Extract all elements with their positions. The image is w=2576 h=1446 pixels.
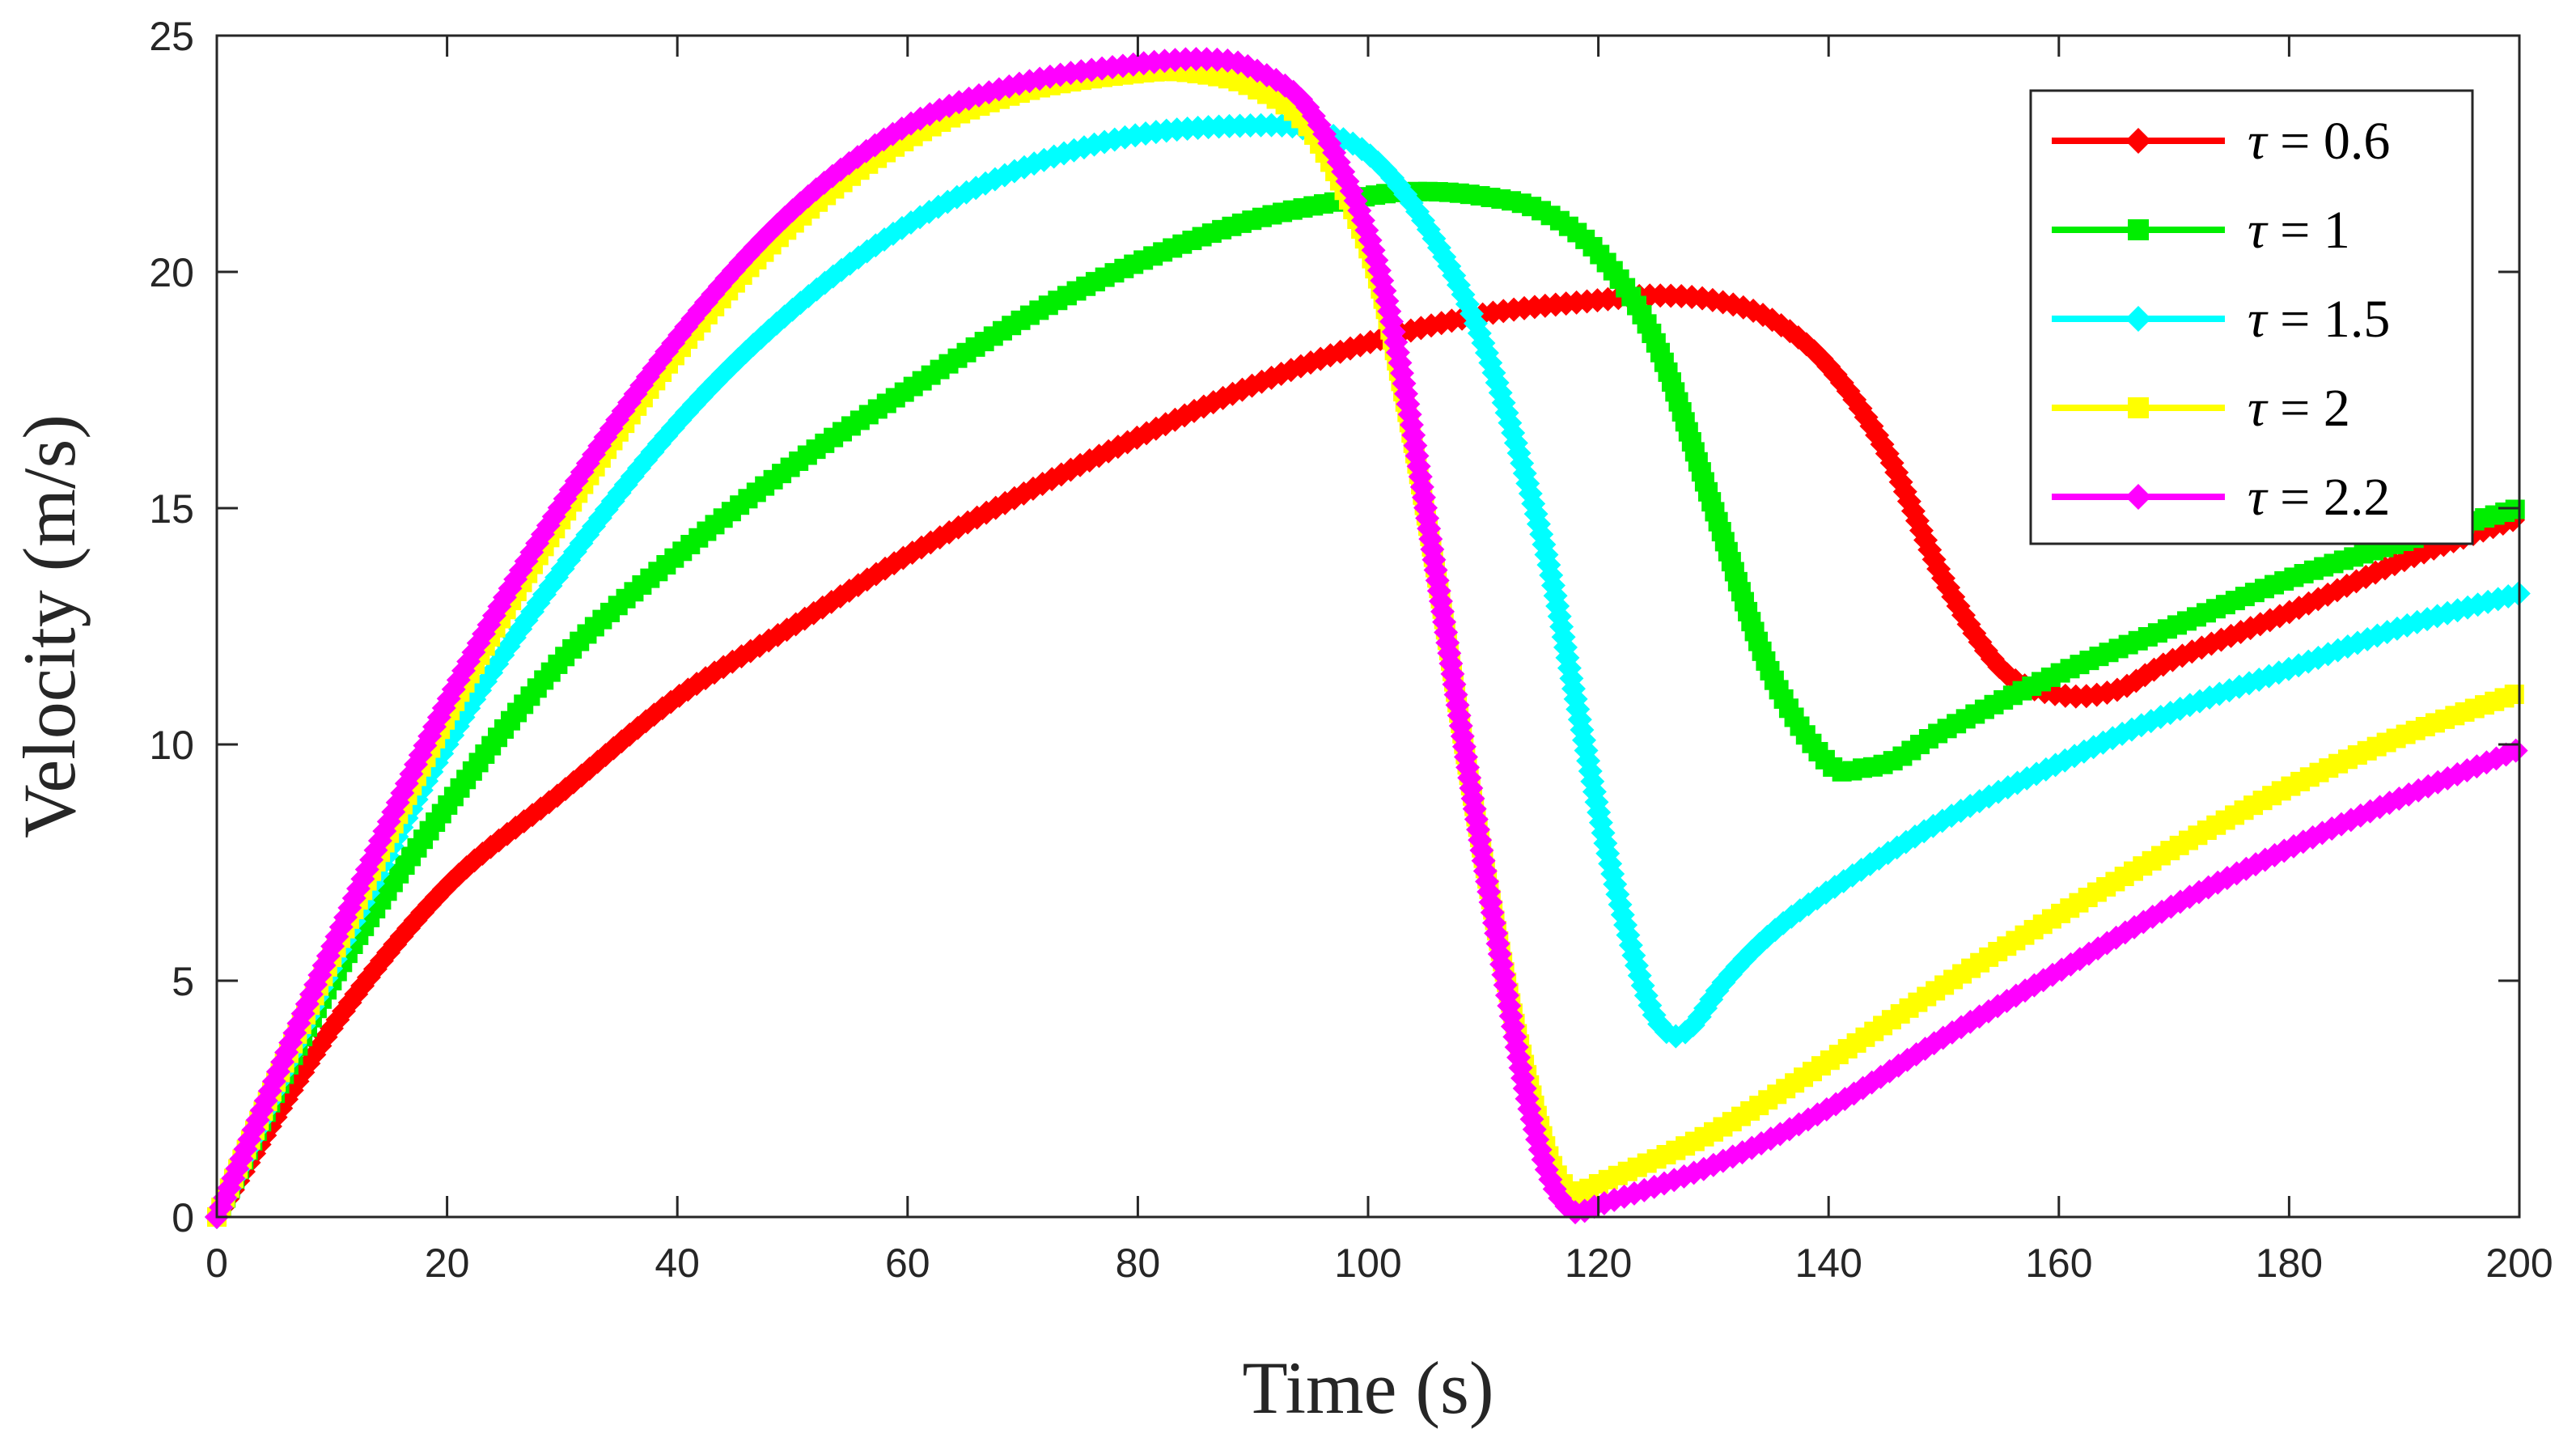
legend-item-5: τ = 2.2 xyxy=(2052,468,2390,527)
y-tick-label: 10 xyxy=(149,723,194,768)
legend-tau-symbol: τ xyxy=(2248,379,2269,438)
x-tick-label: 40 xyxy=(655,1240,700,1286)
legend-tau-symbol: τ xyxy=(2248,468,2269,527)
legend-item-2: τ = 1 xyxy=(2052,201,2350,260)
axes-layer: 0 20 40 60 80 100 120 140 160 180 200 0 5 10 15 20 25 xyxy=(149,14,2553,1286)
series-5 xyxy=(205,46,2528,1229)
series-3-marker xyxy=(667,408,693,433)
legend-marker xyxy=(2125,484,2151,510)
y-tick-label: 5 xyxy=(172,959,194,1004)
legend-marker xyxy=(2128,397,2149,418)
x-tick-label: 20 xyxy=(425,1240,470,1286)
x-tick-label: 160 xyxy=(2025,1240,2092,1286)
x-tick-label: 60 xyxy=(885,1240,930,1286)
legend-tau-value: = 1.5 xyxy=(2267,290,2391,349)
legend-tau-value: = 1 xyxy=(2267,201,2350,260)
y-axis-title: Velocity (m/s) xyxy=(8,414,91,838)
y-tick-label: 0 xyxy=(172,1195,194,1240)
legend-tau-symbol: τ xyxy=(2248,290,2269,349)
legend: τ = 0.6τ = 1τ = 1.5τ = 2τ = 2.2 xyxy=(2029,89,2474,545)
series-1-marker xyxy=(1848,396,1873,421)
y-tick-label: 20 xyxy=(149,250,194,295)
series-5-marker xyxy=(2300,825,2325,850)
x-tick-label: 180 xyxy=(2256,1240,2323,1286)
x-axis-title: Time (s) xyxy=(1243,1346,1494,1429)
series-3-marker xyxy=(804,277,829,302)
legend-tau-value: = 2 xyxy=(2267,379,2350,438)
y-tick-label: 15 xyxy=(149,486,194,532)
legend-label: τ = 2 xyxy=(2248,379,2350,438)
legend-label: τ = 1 xyxy=(2248,201,2350,260)
legend-marker xyxy=(2128,219,2149,240)
y-tick-label: 25 xyxy=(149,14,194,59)
series-4-marker xyxy=(2504,685,2524,705)
legend-item-3: τ = 1.5 xyxy=(2052,290,2390,349)
x-tick-label: 200 xyxy=(2485,1240,2553,1286)
x-tick-label: 100 xyxy=(1334,1240,1401,1286)
legend-tau-symbol: τ xyxy=(2248,201,2269,260)
x-tick-label: 140 xyxy=(1794,1240,1862,1286)
series-1-marker xyxy=(494,821,519,846)
x-tick-label: 120 xyxy=(1565,1240,1632,1286)
series-5-marker xyxy=(2310,821,2335,846)
legend-tau-value: = 0.6 xyxy=(2267,112,2391,171)
x-tick-label: 0 xyxy=(205,1240,228,1286)
series-layer xyxy=(205,46,2531,1229)
legend-label: τ = 1.5 xyxy=(2248,290,2390,349)
legend-marker xyxy=(2125,128,2151,154)
series-5-marker xyxy=(773,205,798,230)
legend-item-4: τ = 2 xyxy=(2052,379,2350,438)
legend-item-1: τ = 0.6 xyxy=(2052,112,2390,171)
series-3-marker xyxy=(1399,190,1424,215)
series-5-marker xyxy=(367,828,392,853)
legend-tau-symbol: τ xyxy=(2248,112,2269,171)
legend-label: τ = 0.6 xyxy=(2248,112,2390,171)
series-5-marker xyxy=(1289,87,1314,112)
series-2-marker xyxy=(2505,499,2525,519)
series-5-marker xyxy=(372,819,397,844)
legend-tau-value: = 2.2 xyxy=(2267,468,2391,527)
legend-label: τ = 2.2 xyxy=(2248,468,2390,527)
series-1-marker xyxy=(1163,407,1188,432)
legend-marker xyxy=(2125,306,2151,332)
series-3-marker xyxy=(1912,819,1937,844)
x-tick-label: 80 xyxy=(1116,1240,1161,1286)
